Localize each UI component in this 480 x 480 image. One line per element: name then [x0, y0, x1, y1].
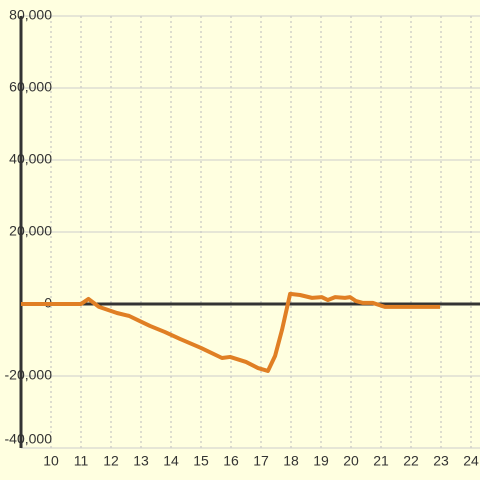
x-tick-label: 11	[74, 453, 89, 469]
y-tick-label: 60,000	[9, 79, 52, 95]
x-tick-label: 17	[253, 453, 269, 469]
y-tick-label: -40,000	[5, 431, 53, 447]
x-tick-label: 16	[223, 453, 239, 469]
x-tick-label: 20	[343, 453, 359, 469]
x-tick-label: 15	[193, 453, 209, 469]
line-series	[21, 291, 441, 373]
x-tick-label: 19	[313, 453, 329, 469]
y-tick-label: 20,000	[9, 223, 52, 239]
y-tick-label: -20,000	[5, 367, 53, 383]
x-tick-label: 21	[373, 453, 389, 469]
x-tick-label: 13	[133, 453, 149, 469]
x-tick-label: 24	[463, 453, 479, 469]
x-tick-label: 10	[43, 453, 59, 469]
x-tick-label: 18	[283, 453, 299, 469]
x-tick-label: 14	[163, 453, 179, 469]
x-tick-label: 22	[403, 453, 419, 469]
y-tick-label: 40,000	[9, 151, 52, 167]
y-tick-label: 80,000	[9, 7, 52, 23]
x-tick-label: 12	[103, 453, 119, 469]
x-tick-label: 23	[433, 453, 449, 469]
